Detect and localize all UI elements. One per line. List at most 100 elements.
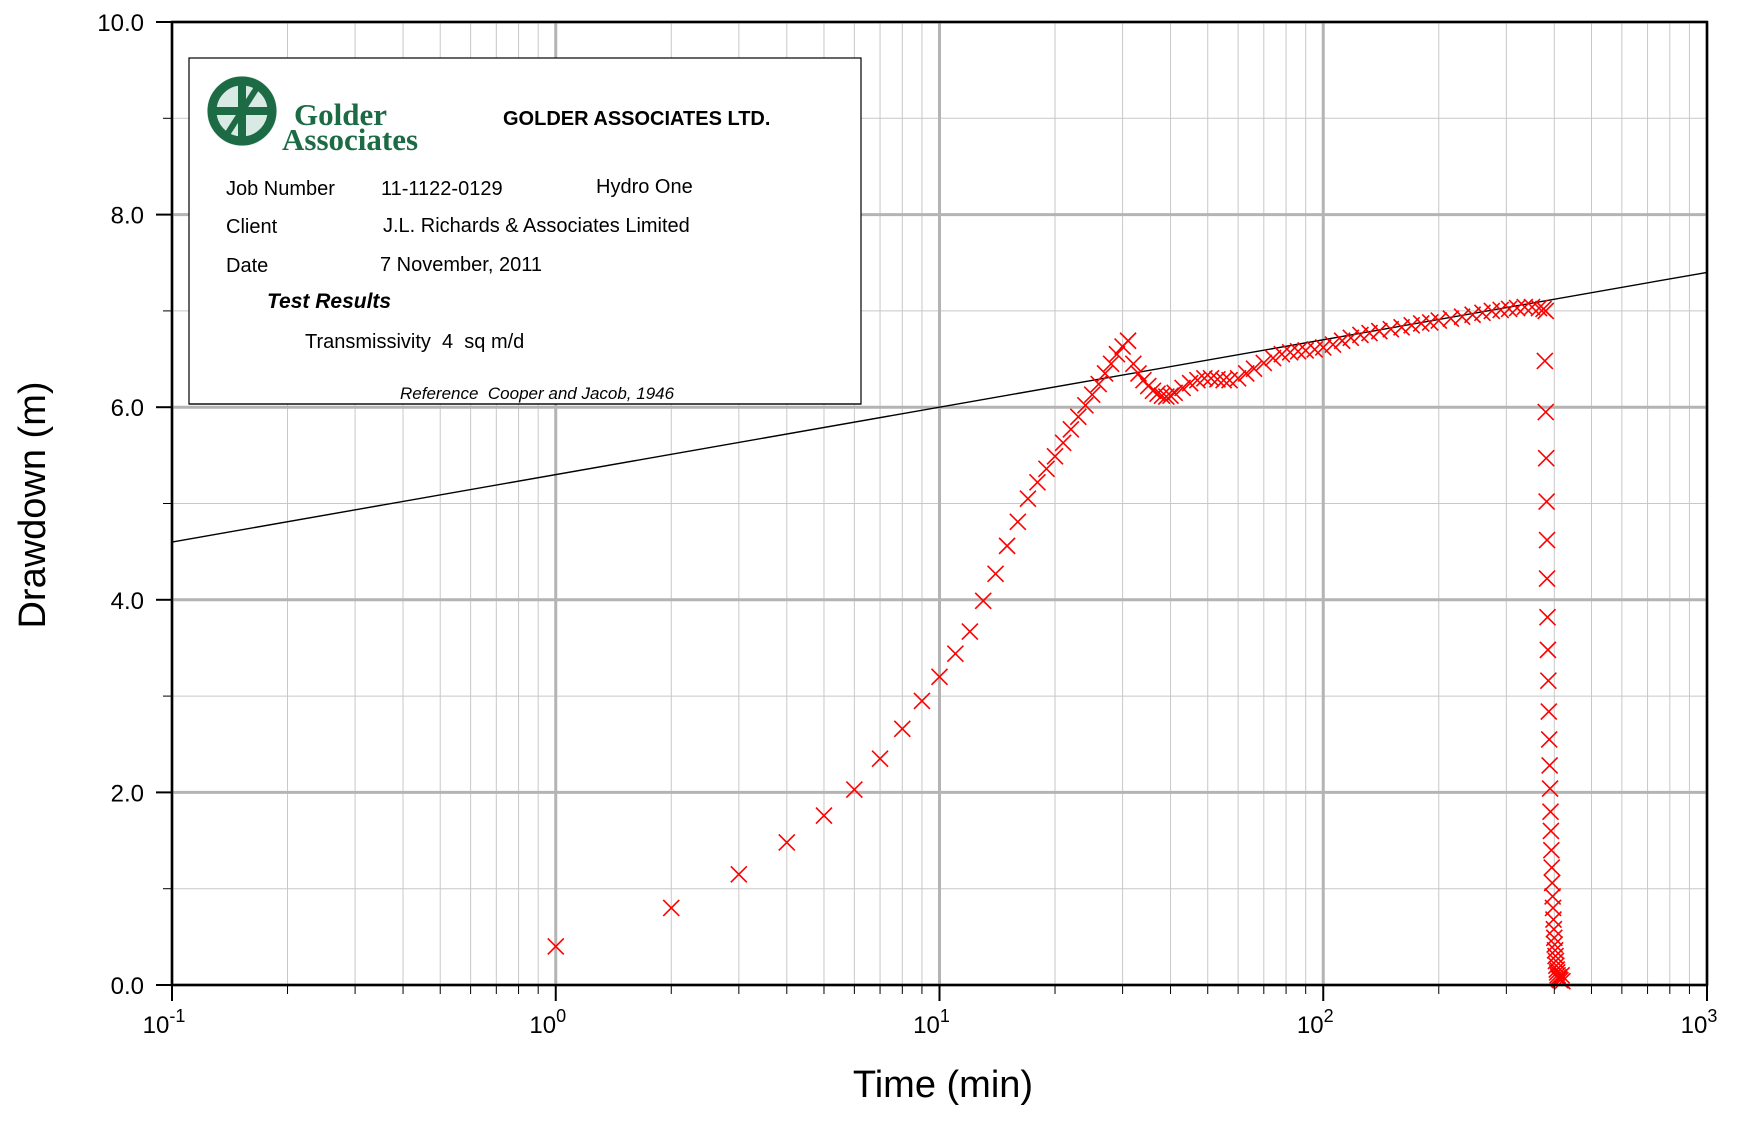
data-point-x-marker [1464,306,1482,324]
data-point-x-marker [547,937,565,956]
x-tick-label: 103 [1681,1006,1718,1039]
data-point-x-marker [778,833,796,852]
data-point-x-marker [1161,387,1180,405]
x-tick-label: 10-1 [143,1006,186,1039]
data-point-x-marker [1543,874,1561,892]
data-point-x-marker [1324,336,1342,354]
data-point-x-marker [1009,513,1027,531]
data-point-x-marker [1540,702,1558,721]
data-point-x-marker [1542,841,1560,859]
golder-logo: Golder Associates [207,76,418,157]
data-point-x-marker [1076,396,1094,414]
data-point-x-marker [893,720,911,738]
data-point-x-marker [1083,386,1101,404]
data-point-x-marker [1442,310,1460,328]
data-point-x-marker [1255,354,1273,372]
data-point-x-marker [930,668,949,686]
data-point-x-marker [1237,364,1255,383]
data-point-x-marker [1537,403,1555,421]
data-point-x-marker [1062,420,1080,438]
data-point-x-marker [1538,531,1556,549]
data-point-x-marker [1492,301,1510,319]
data-point-x-marker [1508,299,1526,317]
data-point-x-marker [1553,972,1571,990]
job-number: 11-1122-0129 [381,178,503,200]
data-point-x-marker [1069,408,1087,426]
data-point-x-marker [1314,338,1332,357]
data-point-x-marker [1144,382,1162,400]
data-point-x-marker [1537,302,1555,320]
data-point-x-marker [871,750,889,768]
info-box: Golder Associates GOLDER ASSOCIATES LTD.… [188,57,862,405]
data-point-x-marker [1102,355,1120,373]
data-point-x-marker [1538,570,1556,588]
y-tick-label: 4.0 [111,588,144,615]
data-point-x-marker [1090,375,1108,393]
data-point-x-marker [1174,379,1192,397]
data-point-x-marker [730,865,748,883]
data-point-x-marker [1289,342,1307,360]
x-tick-label: 100 [529,1006,566,1039]
data-point-x-marker [1245,360,1263,378]
data-point-x-marker [1195,369,1213,387]
axis-ticks [156,21,1708,1001]
y-tick-label: 2.0 [111,780,144,807]
data-point-x-marker [987,565,1005,583]
data-point-x-marker [1541,779,1559,798]
data-point-x-marker [1028,473,1047,491]
data-point-x-marker [845,780,863,799]
data-point-x-marker [1157,388,1175,406]
x-tick-label: 102 [1297,1006,1334,1039]
data-point-x-marker [1553,966,1571,984]
y-tick-labels: 0.0 2.0 4.0 6.0 8.0 10.0 [97,10,144,1000]
data-point-x-marker [1215,371,1233,389]
y-tick-label: 10.0 [97,10,144,37]
logo-text-golder: Golder [294,97,387,132]
data-point-x-marker [1540,730,1558,749]
x-tick-label: 101 [913,1006,950,1039]
y-axis-title: Drawdown (m) [12,381,54,628]
y-tick-label: 6.0 [111,395,144,422]
data-point-x-marker [1096,364,1114,383]
data-point-x-marker [815,806,833,825]
job-number-label: Job Number [226,178,335,200]
date-label: Date [226,255,268,277]
data-point-x-marker [1543,858,1561,877]
data-point-x-marker [1166,384,1184,402]
data-point-x-marker [1229,369,1247,387]
data-point-x-marker [1539,672,1557,690]
data-point-x-marker [1108,345,1126,363]
data-point-x-marker [1281,343,1299,361]
data-point-x-marker [1537,449,1555,467]
data-point-x-marker [1541,756,1559,775]
data-point-x-marker [1382,320,1400,338]
logo-text-associates: Associates [282,122,418,157]
data-point-x-marker [662,899,680,917]
y-tick-label: 8.0 [111,203,144,230]
data-point-x-marker [1500,300,1518,318]
data-point-x-marker [1264,349,1282,367]
data-point-x-marker [1054,434,1072,452]
x-axis-title: Time (min) [853,1064,1033,1106]
data-markers [547,298,1571,990]
data-point-x-marker [1453,308,1471,326]
reference-note: Reference Cooper and Jacob, 1946 [400,384,675,403]
data-point-x-marker [961,623,979,641]
data-point-x-marker [1393,318,1411,336]
data-point-x-marker [1342,329,1360,347]
client-name: J.L. Richards & Associates Limited [383,215,690,237]
company-name: GOLDER ASSOCIATES LTD. [503,108,770,130]
data-point-x-marker [1119,332,1137,350]
client-label: Client [226,216,278,238]
y-tick-label: 0.0 [111,973,144,1000]
results-heading: Test Results [267,290,391,313]
data-point-x-marker [974,592,992,610]
data-point-x-marker [1538,608,1557,626]
data-point-x-marker [1542,822,1560,840]
transmissivity-result: Transmissivity 4 sq m/d [305,331,524,353]
x-tick-labels: 10-1 100 101 102 103 [143,1006,1718,1039]
data-point-x-marker [946,645,964,663]
data-point-x-marker [913,692,931,710]
data-point-x-marker [1541,803,1560,821]
